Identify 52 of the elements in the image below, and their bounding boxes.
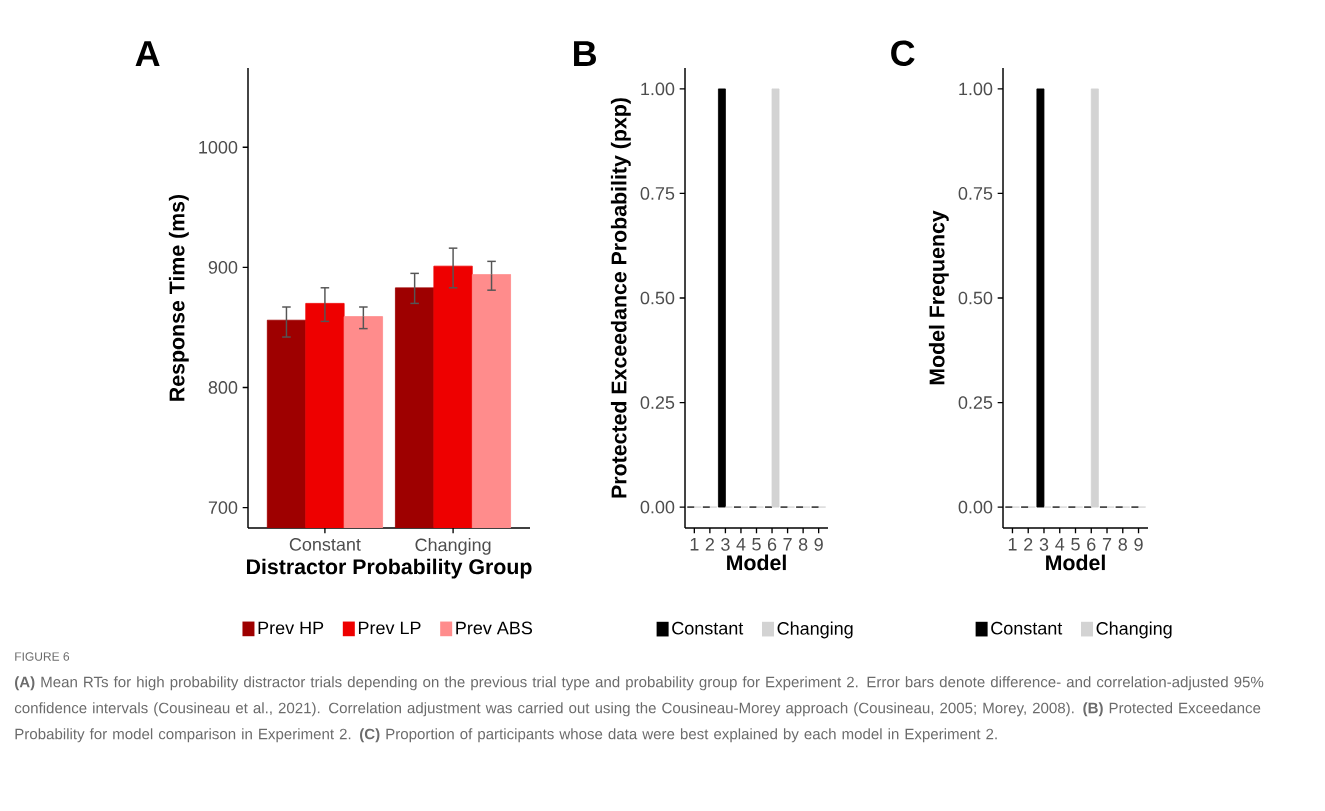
y-tick-label: 1000 — [199, 140, 238, 154]
x-tick-label: Changing — [415, 538, 491, 555]
chart-title: B — [574, 41, 596, 66]
x-tick-label: 5 — [752, 538, 761, 551]
y-tick-label: 900 — [208, 261, 238, 274]
y-tick-label: 1.00 — [959, 82, 993, 96]
y-tick-label: 0.25 — [958, 396, 993, 409]
x-tick-label: 6 — [767, 538, 777, 551]
x-tick-label: 7 — [1102, 538, 1112, 551]
chart-title: A — [135, 41, 160, 66]
y-tick-label: 0.00 — [640, 500, 675, 514]
x-axis-title: Distractor Probability Group — [246, 558, 532, 579]
legend-label: Prev ABS — [456, 621, 533, 635]
x-tick-label: 2 — [1024, 538, 1033, 551]
x-tick-label: Constant — [289, 538, 361, 551]
legend-label: Constant — [672, 621, 744, 635]
legend-label: Changing — [777, 621, 853, 639]
y-tick-label: 800 — [208, 381, 238, 394]
text: (A) Mean RTs for high probability distractor trials depending on the previous trial type and probability group for Experiment 2. Error bars denote difference- and correlation-adjusted 95% confidence intervals (Cousineau et al., 2021). Correlation adjustment was carried out using the Cousineau-Morey approach (Cousineau, 2005; Morey, 2008). (B) Protected Exceedance Probability for model comparison in Experiment 2. (C) Proportion of participants whose data were best explained by each model in Experiment 2. — [14, 676, 1264, 743]
y-tick-label: 0.75 — [958, 187, 993, 200]
y-tick-label: 0.50 — [640, 291, 675, 305]
x-tick-label: 4 — [1055, 538, 1065, 551]
legend-label: Prev LP — [358, 621, 421, 635]
x-tick-label: 3 — [721, 538, 730, 551]
x-tick-label: 9 — [814, 538, 823, 551]
y-axis-title: Model Frequency — [928, 210, 949, 385]
x-tick-label: 4 — [736, 538, 746, 551]
x-tick-label: 6 — [1087, 538, 1096, 551]
y-tick-label: 0.25 — [640, 396, 675, 409]
y-tick-label: 1.00 — [641, 82, 675, 96]
legend-label: Prev HP — [258, 621, 324, 635]
y-axis-title: Protected Exceedance Probability (pxp) — [610, 98, 631, 498]
x-axis-title: Model — [727, 554, 786, 571]
x-tick-label: 5 — [1071, 538, 1080, 551]
caption: FIGURE 6 — [15, 652, 70, 661]
chart-title: C — [891, 40, 915, 66]
x-axis-title: Model — [1046, 554, 1105, 571]
legend-label: Changing — [1096, 621, 1172, 639]
x-tick-label: 2 — [705, 538, 714, 551]
x-tick-label: 9 — [1134, 538, 1143, 551]
x-tick-label: 8 — [1118, 538, 1127, 551]
y-tick-label: 700 — [208, 501, 238, 514]
y-tick-label: 0.50 — [958, 291, 993, 305]
x-tick-label: 1 — [690, 538, 699, 551]
y-tick-label: 0.00 — [958, 500, 993, 514]
x-tick-label: 7 — [783, 538, 792, 551]
x-tick-label: 8 — [798, 538, 808, 551]
x-tick-label: 3 — [1039, 538, 1049, 551]
x-tick-label: 1 — [1008, 538, 1017, 551]
legend-label: Constant — [991, 621, 1063, 635]
y-tick-label: 0.75 — [640, 187, 675, 200]
y-axis-title: Response Time (ms) — [168, 194, 189, 401]
